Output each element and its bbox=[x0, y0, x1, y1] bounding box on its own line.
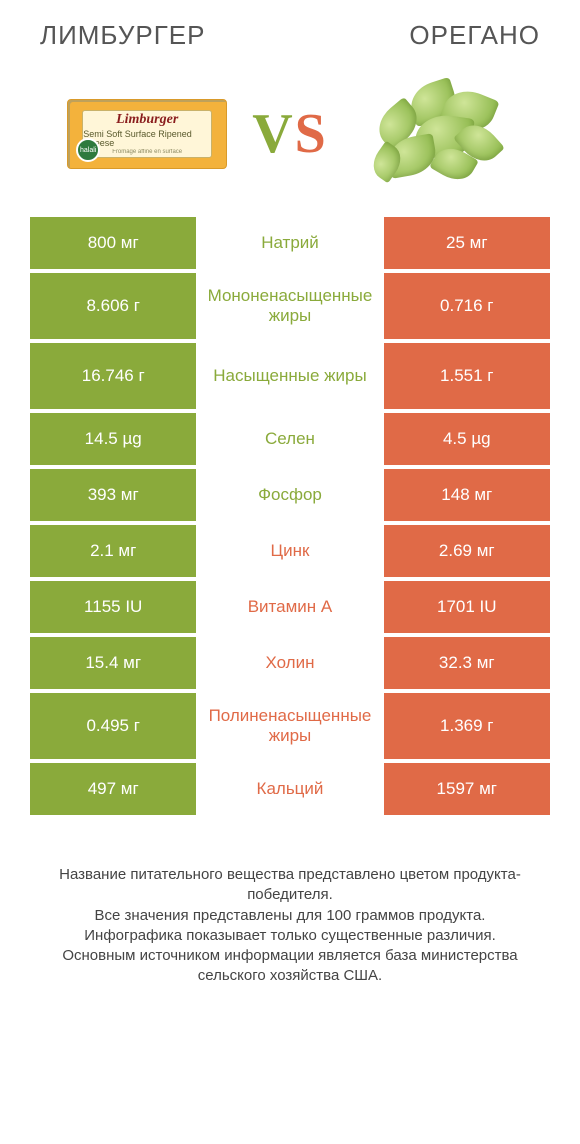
right-value: 0.716 г bbox=[384, 273, 550, 339]
left-product-image: Limburger Semi Soft Surface Ripened Chee… bbox=[62, 79, 232, 189]
left-value: 497 мг bbox=[30, 763, 196, 815]
cheese-sub1: Semi Soft Surface Ripened Cheese bbox=[83, 130, 211, 149]
right-value: 1.551 г bbox=[384, 343, 550, 409]
left-value: 15.4 мг bbox=[30, 637, 196, 689]
footer-line-2: Все значения представлены для 100 граммо… bbox=[40, 906, 540, 926]
table-row: 8.606 гМононенасыщенные жиры0.716 г bbox=[30, 273, 550, 339]
nutrient-label: Мононенасыщенные жиры bbox=[196, 273, 383, 339]
nutrient-label: Цинк bbox=[196, 525, 383, 577]
left-product-title: ЛИМБУРГЕР bbox=[40, 20, 206, 51]
table-row: 800 мгНатрий25 мг bbox=[30, 217, 550, 269]
oregano-icon bbox=[358, 79, 508, 189]
left-value: 800 мг bbox=[30, 217, 196, 269]
vs-s: S bbox=[295, 102, 328, 166]
footer-line-1: Название питательного вещества представл… bbox=[40, 865, 540, 906]
left-value: 14.5 µg bbox=[30, 413, 196, 465]
title-row: ЛИМБУРГЕР OРЕГАНО bbox=[30, 20, 550, 61]
table-row: 14.5 µgСелен4.5 µg bbox=[30, 413, 550, 465]
nutrient-label: Насыщенные жиры bbox=[196, 343, 383, 409]
left-value: 2.1 мг bbox=[30, 525, 196, 577]
vs-row: Limburger Semi Soft Surface Ripened Chee… bbox=[30, 79, 550, 189]
table-row: 16.746 гНасыщенные жиры1.551 г bbox=[30, 343, 550, 409]
table-row: 0.495 гПолиненасыщенные жиры1.369 г bbox=[30, 693, 550, 759]
left-value: 8.606 г bbox=[30, 273, 196, 339]
right-value: 4.5 µg bbox=[384, 413, 550, 465]
vs-v: V bbox=[252, 102, 294, 166]
nutrition-table: 800 мгНатрий25 мг8.606 гМононенасыщенные… bbox=[30, 217, 550, 815]
cheese-brand: Limburger bbox=[116, 113, 178, 128]
nutrient-label: Фосфор bbox=[196, 469, 383, 521]
table-row: 497 мгКальций1597 мг bbox=[30, 763, 550, 815]
left-value: 0.495 г bbox=[30, 693, 196, 759]
right-value: 1701 IU bbox=[384, 581, 550, 633]
cheese-sub2: Fromage affiné en surface bbox=[112, 149, 182, 155]
footer-line-3: Инфографика показывает только существенн… bbox=[40, 926, 540, 946]
vs-label: VS bbox=[252, 102, 328, 166]
table-row: 393 мгФосфор148 мг bbox=[30, 469, 550, 521]
right-value: 148 мг bbox=[384, 469, 550, 521]
right-value: 2.69 мг bbox=[384, 525, 550, 577]
nutrient-label: Селен bbox=[196, 413, 383, 465]
right-value: 1.369 г bbox=[384, 693, 550, 759]
halal-badge-icon: halali bbox=[76, 138, 100, 162]
table-row: 15.4 мгХолин32.3 мг bbox=[30, 637, 550, 689]
left-value: 393 мг bbox=[30, 469, 196, 521]
nutrient-label: Витамин A bbox=[196, 581, 383, 633]
right-value: 32.3 мг bbox=[384, 637, 550, 689]
footer-note: Название питательного вещества представл… bbox=[30, 865, 550, 987]
table-row: 1155 IUВитамин A1701 IU bbox=[30, 581, 550, 633]
nutrient-label: Полиненасыщенные жиры bbox=[196, 693, 383, 759]
right-value: 25 мг bbox=[384, 217, 550, 269]
nutrient-label: Натрий bbox=[196, 217, 383, 269]
right-product-title: OРЕГАНО bbox=[409, 20, 540, 51]
table-row: 2.1 мгЦинк2.69 мг bbox=[30, 525, 550, 577]
right-value: 1597 мг bbox=[384, 763, 550, 815]
footer-line-4: Основным источником информации является … bbox=[40, 946, 540, 987]
nutrient-label: Холин bbox=[196, 637, 383, 689]
cheese-icon: Limburger Semi Soft Surface Ripened Chee… bbox=[67, 99, 227, 169]
nutrient-label: Кальций bbox=[196, 763, 383, 815]
left-value: 16.746 г bbox=[30, 343, 196, 409]
left-value: 1155 IU bbox=[30, 581, 196, 633]
right-product-image bbox=[348, 79, 518, 189]
